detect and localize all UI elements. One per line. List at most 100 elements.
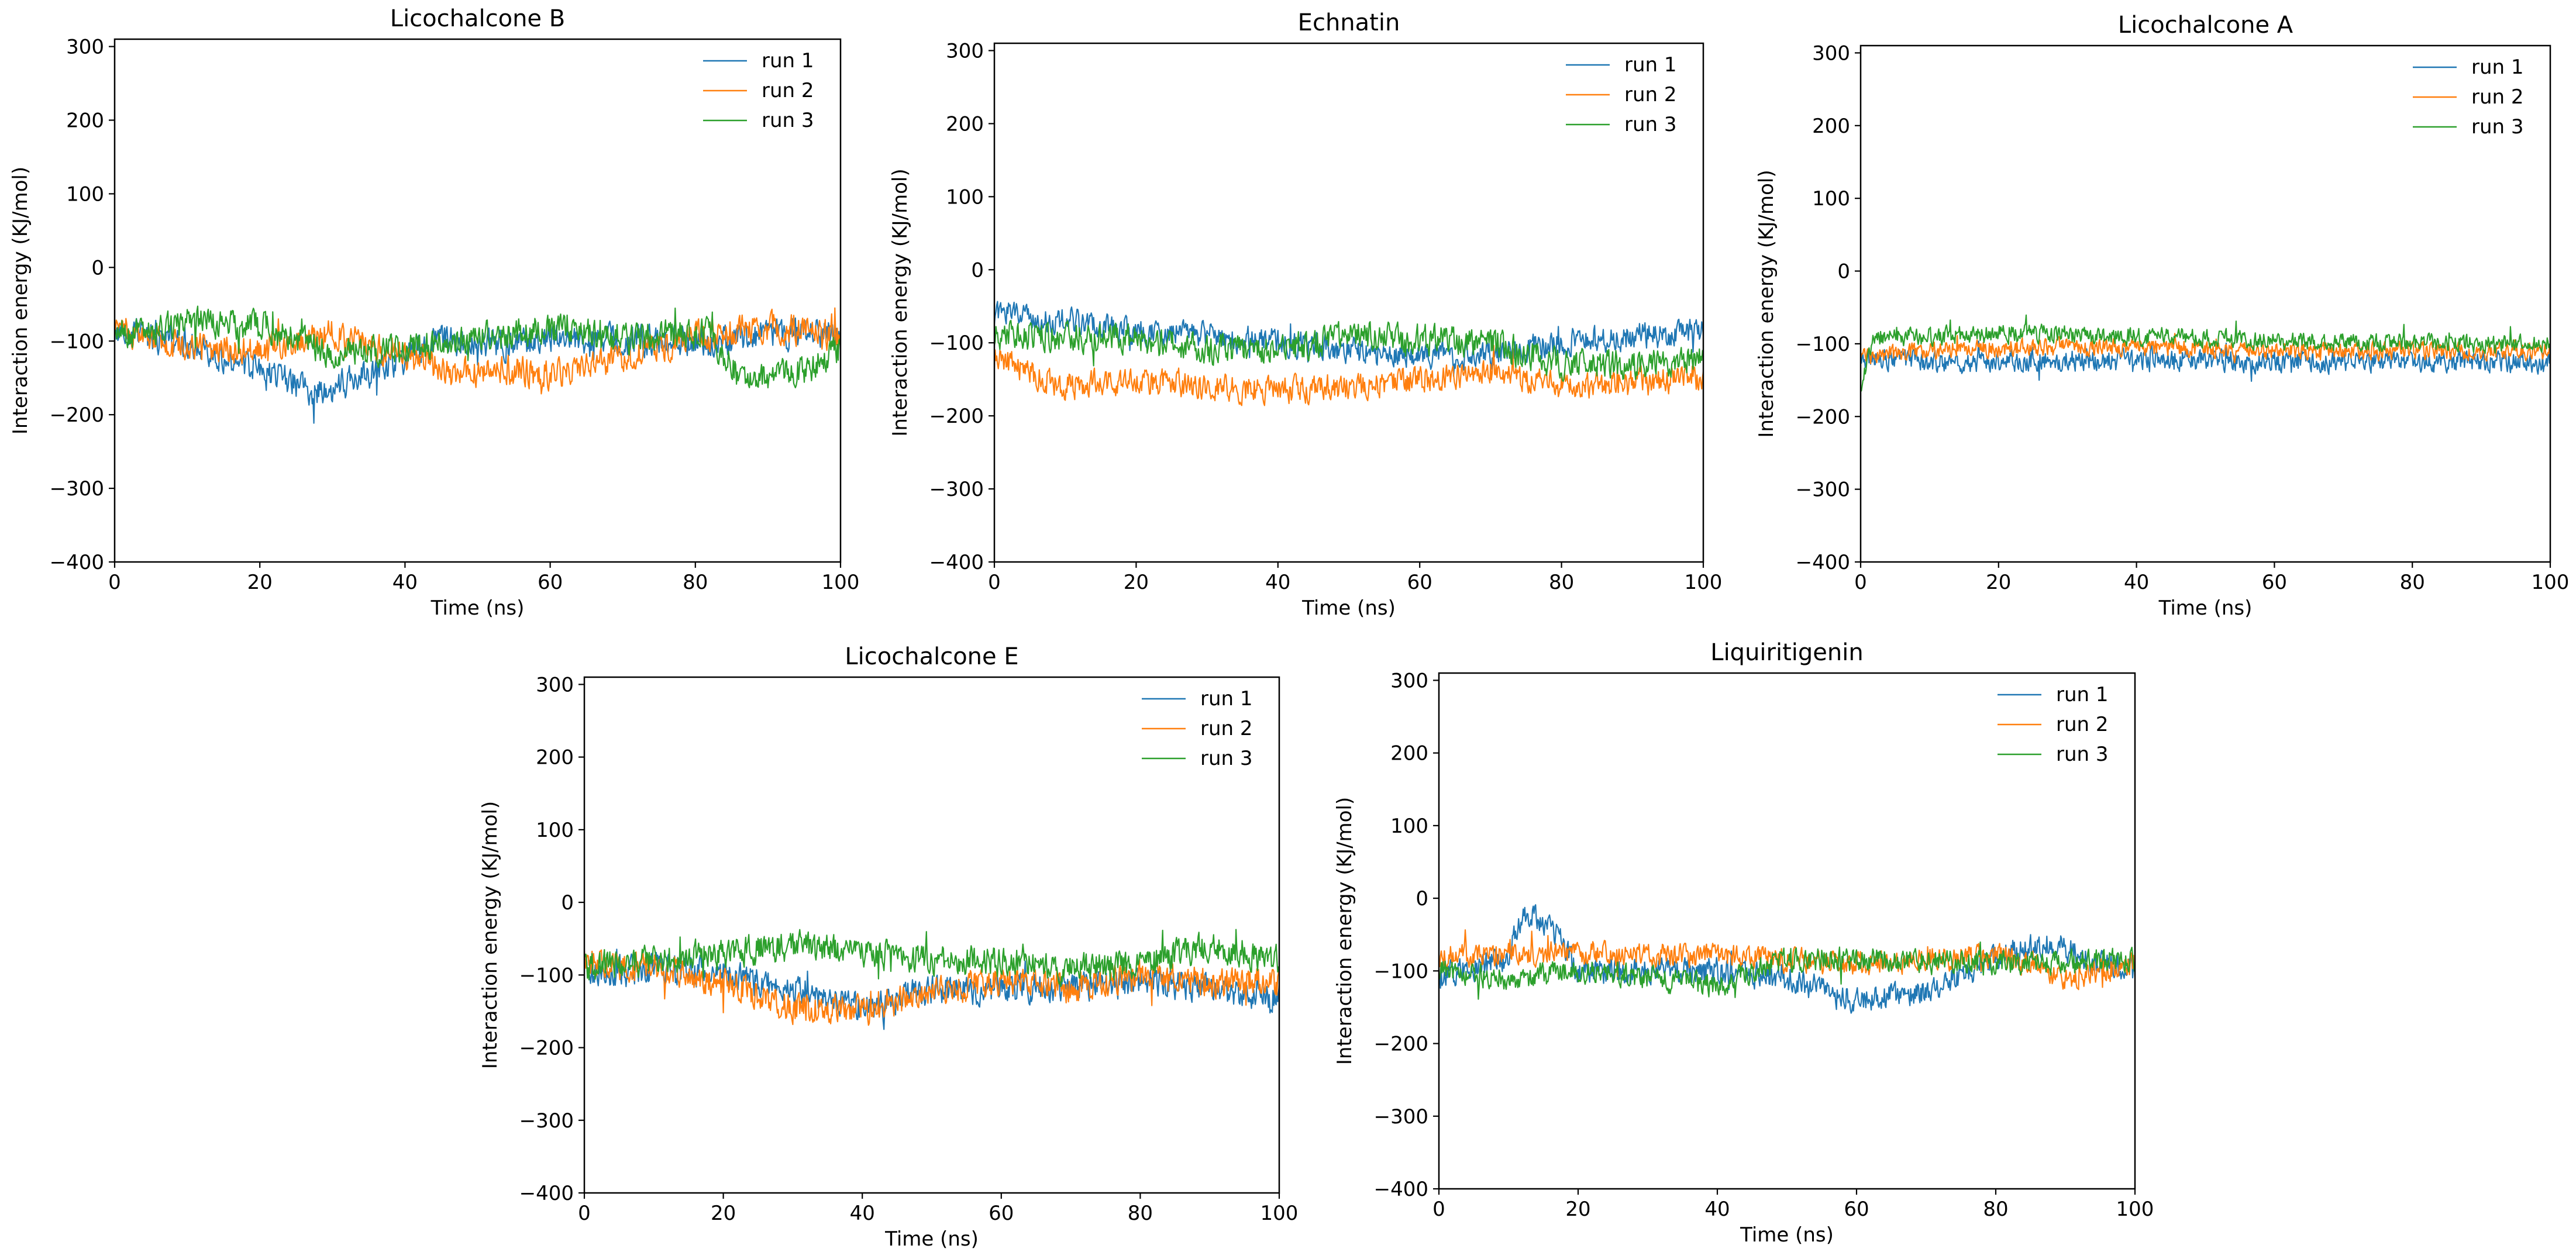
y-tick-label: 100 [66, 182, 104, 206]
x-tick-label: 100 [1685, 571, 1723, 594]
x-tick-label: 100 [2116, 1198, 2154, 1221]
chart-panel: Licochalcone B 0 20 40 60 80 100 300 200 100 0 −100… [9, 5, 859, 620]
y-tick-label: 300 [66, 36, 104, 59]
legend: run 1 run 2 run 3 [1142, 687, 1253, 770]
chart-title: Liquiritigenin [1710, 639, 1863, 666]
x-tick-label: 60 [2262, 571, 2287, 594]
y-tick-label: 300 [536, 673, 574, 696]
y-tick-label: 200 [1812, 115, 1850, 138]
y-tick-label: −100 [1374, 960, 1428, 983]
y-tick-label: −200 [1374, 1033, 1428, 1056]
x-tick-label: 0 [1432, 1198, 1445, 1221]
y-tick-label: −400 [519, 1182, 574, 1205]
x-tick-label: 100 [1261, 1202, 1299, 1225]
y-tick-label: 200 [66, 109, 104, 133]
x-tick-label: 0 [1854, 571, 1867, 594]
x-tick-label: 40 [2124, 571, 2149, 594]
x-tick-label: 20 [247, 571, 273, 594]
y-tick-label: −400 [50, 551, 104, 574]
x-axis-title: Time (ns) [884, 1227, 979, 1251]
x-tick-label: 60 [538, 571, 563, 594]
x-axis-title: Time (ns) [431, 596, 525, 620]
legend-entry: run 2 [762, 79, 814, 102]
series-line [115, 307, 841, 395]
x-tick-label: 40 [392, 571, 418, 594]
series-line [1861, 314, 2550, 392]
series-line [994, 344, 1703, 406]
series-line [994, 319, 1703, 382]
y-tick-label: −300 [519, 1109, 574, 1133]
x-tick-label: 80 [1128, 1202, 1153, 1225]
y-tick-label: −100 [50, 330, 104, 353]
legend-entry: run 1 [762, 49, 814, 73]
x-tick-label: 0 [988, 571, 1001, 594]
x-tick-label: 20 [711, 1202, 736, 1225]
plot-frame [1438, 672, 2136, 1190]
legend-entry: run 1 [2056, 683, 2109, 706]
x-tick-label: 80 [683, 571, 708, 594]
x-tick-label: 80 [1983, 1198, 2008, 1221]
legend: run 1 run 2 run 3 [1998, 683, 2109, 766]
x-tick-label: 40 [850, 1202, 875, 1225]
series-line [584, 949, 1279, 1026]
chart-title: Licochalcone A [2118, 12, 2293, 39]
y-tick-label: −200 [50, 403, 104, 427]
legend-entry: run 2 [1624, 83, 1677, 106]
y-tick-label: −200 [929, 405, 984, 428]
x-tick-label: 20 [1565, 1198, 1590, 1221]
chart-panel: Liquiritigenin 0 20 40 60 80 100 300 200 100 0 −100… [1333, 639, 2154, 1247]
y-tick-label: −200 [519, 1037, 574, 1060]
series-line [584, 929, 1279, 988]
x-tick-label: 100 [822, 571, 860, 594]
x-axis-title: Time (ns) [1301, 596, 1396, 620]
y-tick-label: 0 [1837, 260, 1850, 284]
x-tick-label: 60 [989, 1202, 1014, 1225]
y-tick-label: −400 [1796, 551, 1850, 574]
legend-entry: run 3 [762, 109, 814, 132]
y-tick-label: −300 [1796, 478, 1850, 502]
y-tick-label: −300 [1374, 1105, 1428, 1129]
x-tick-label: 20 [1986, 571, 2011, 594]
plot-frame [993, 42, 1704, 563]
series-line [1861, 340, 2550, 382]
y-tick-label: −300 [929, 478, 984, 501]
legend-entry: run 1 [2471, 56, 2524, 79]
y-tick-label: 0 [1416, 887, 1428, 910]
series-line [115, 305, 841, 389]
x-tick-label: 40 [1704, 1198, 1730, 1221]
chart-panel: Echnatin 0 20 40 60 80 100 300 200 100 0 −100 −200 −3… [888, 9, 1722, 620]
x-tick-label: 80 [1549, 571, 1574, 594]
legend-entry: run 3 [1624, 113, 1677, 136]
plot-frame [113, 38, 842, 563]
legend-entry: run 2 [2056, 713, 2109, 736]
legend-entry: run 2 [2471, 85, 2524, 109]
x-tick-label: 60 [1407, 571, 1432, 594]
x-tick-label: 0 [578, 1202, 591, 1225]
y-axis-title: Interaction energy (KJ/mol) [1755, 170, 1778, 437]
y-tick-label: 0 [91, 256, 104, 280]
chart-title: Licochalcone B [390, 5, 565, 32]
legend-entry: run 1 [1624, 53, 1677, 77]
y-axis-title: Interaction energy (KJ/mol) [1333, 797, 1356, 1065]
y-tick-label: 100 [1390, 815, 1428, 838]
y-tick-label: 100 [536, 819, 574, 842]
y-tick-label: −100 [929, 332, 984, 355]
x-axis-title: Time (ns) [2158, 596, 2253, 620]
y-tick-label: 200 [946, 112, 984, 136]
legend-entry: run 2 [1200, 717, 1253, 740]
x-tick-label: 20 [1124, 571, 1149, 594]
legend-entry: run 1 [1200, 687, 1253, 710]
y-tick-label: 200 [536, 746, 574, 770]
y-tick-label: 300 [1390, 669, 1428, 692]
x-tick-label: 40 [1265, 571, 1290, 594]
y-axis-title: Interaction energy (KJ/mol) [9, 167, 32, 434]
x-tick-label: 0 [108, 571, 121, 594]
legend: run 1 run 2 run 3 [703, 49, 814, 132]
y-tick-label: 100 [946, 185, 984, 209]
y-tick-label: 200 [1390, 742, 1428, 765]
x-tick-label: 80 [2400, 571, 2425, 594]
y-tick-label: −100 [1796, 333, 1850, 356]
y-tick-label: 300 [946, 39, 984, 63]
legend: run 1 run 2 run 3 [2413, 56, 2524, 139]
legend: run 1 run 2 run 3 [1566, 53, 1677, 136]
